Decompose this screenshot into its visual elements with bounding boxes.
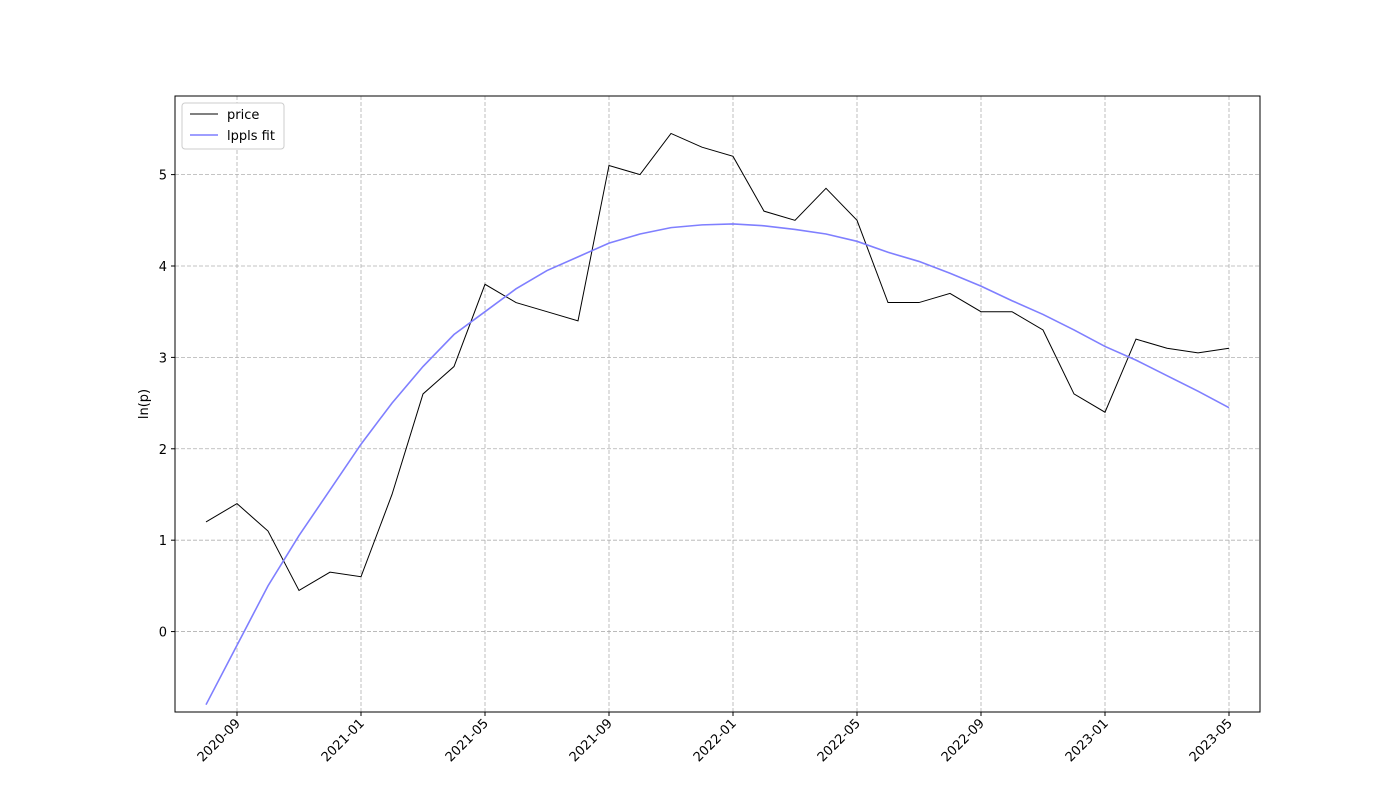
y-tick-label: 1 xyxy=(159,534,167,549)
x-tick-label: 2021-09 xyxy=(567,716,616,765)
x-tick-label: 2023-01 xyxy=(1063,716,1112,765)
x-tick-label: 2023-05 xyxy=(1187,716,1236,765)
x-tick-label: 2022-09 xyxy=(939,716,988,765)
x-tick-label: 2020-09 xyxy=(195,716,244,765)
plot-area xyxy=(175,96,1260,712)
series-line xyxy=(205,132,1230,592)
legend-label: price xyxy=(227,108,259,123)
x-tick-label: 2021-01 xyxy=(319,716,368,765)
y-tick-label: 3 xyxy=(159,351,167,366)
y-tick-label: 2 xyxy=(159,443,167,458)
x-tick-label: 2022-05 xyxy=(815,716,864,765)
x-tick-label: 2022-01 xyxy=(691,716,740,765)
plot-frame xyxy=(174,95,1261,713)
series-line xyxy=(205,223,1230,706)
y-tick-label: 0 xyxy=(159,626,167,641)
x-tick-label: 2021-05 xyxy=(443,716,492,765)
y-axis-label: ln(p) xyxy=(137,389,152,419)
y-tick-label: 4 xyxy=(159,260,167,275)
y-tick-label: 5 xyxy=(159,169,167,184)
legend-label: lppls fit xyxy=(227,129,275,144)
